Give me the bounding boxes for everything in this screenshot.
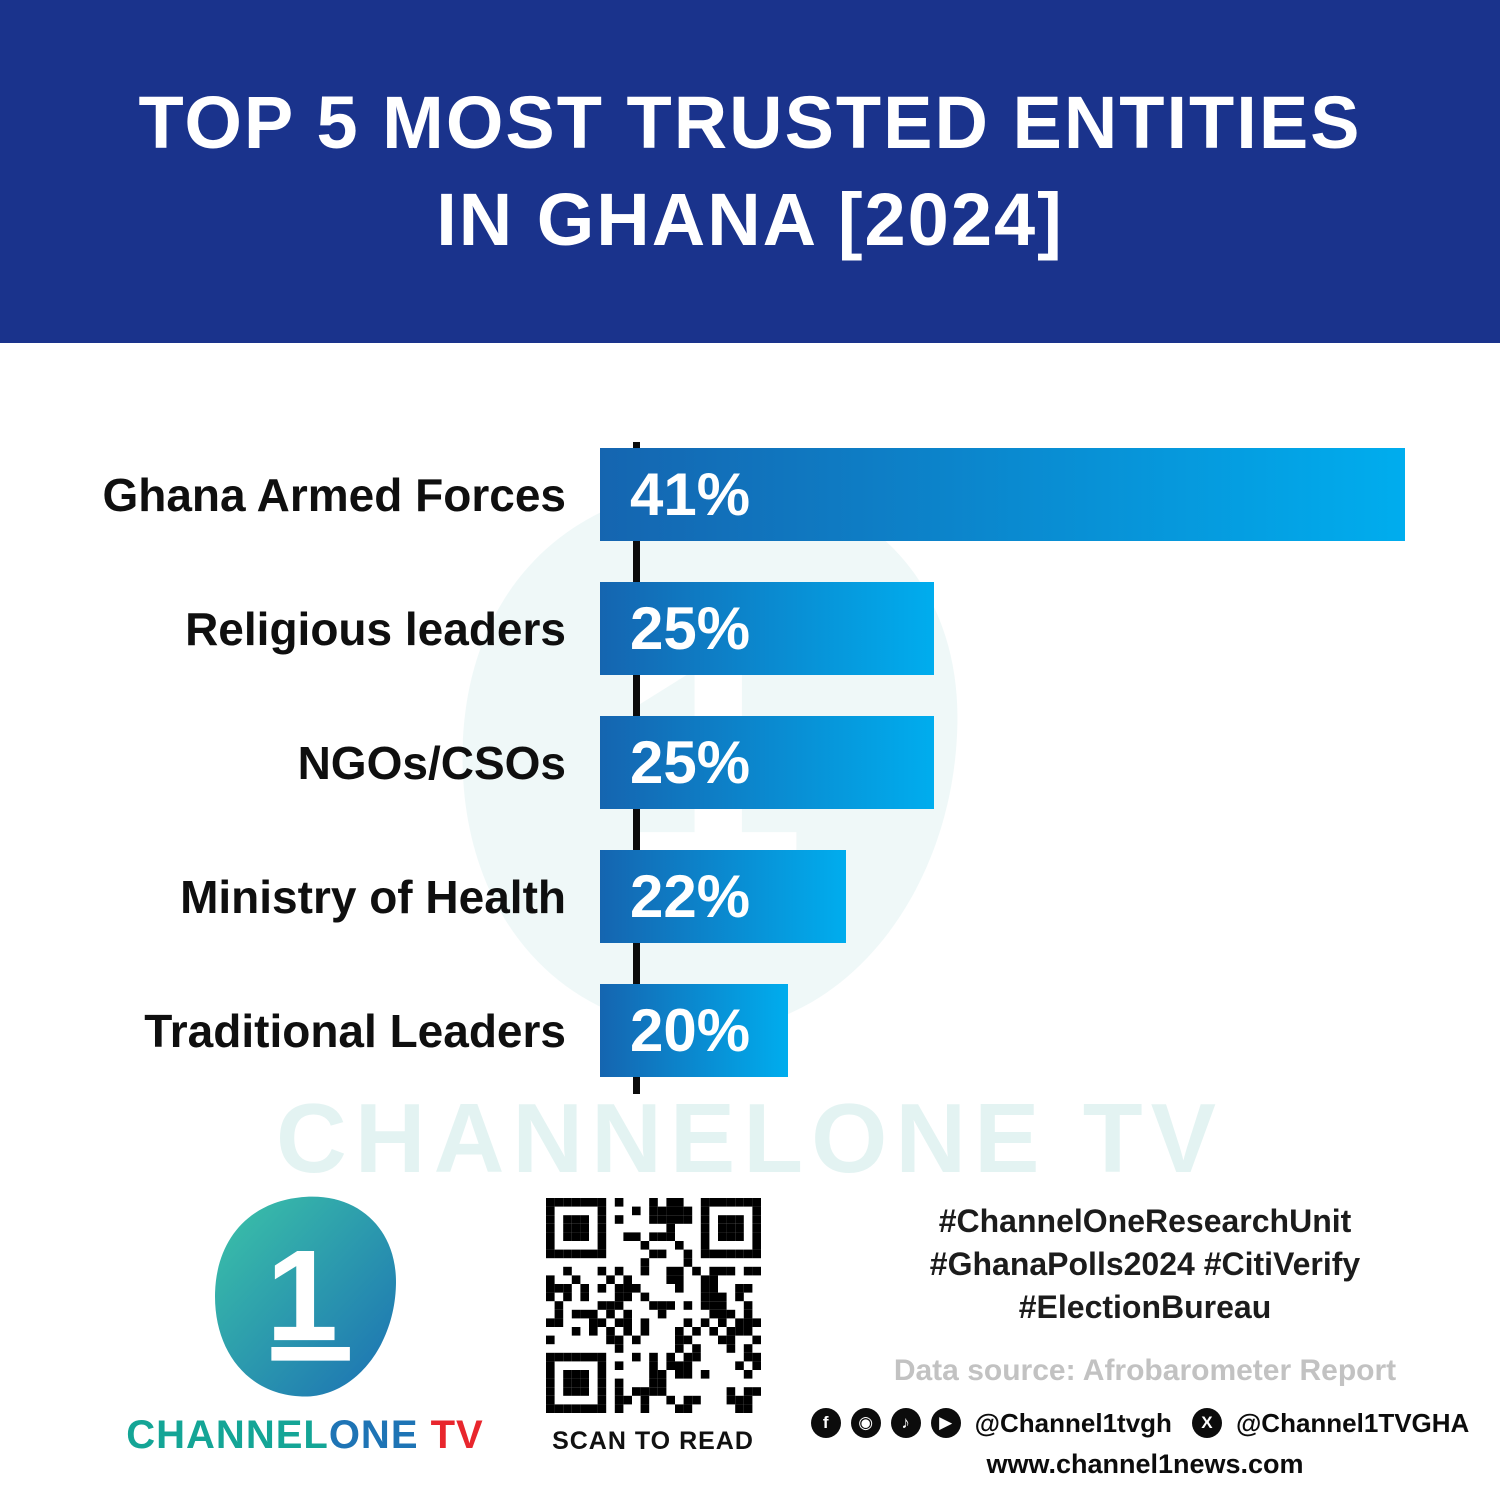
qr-caption: SCAN TO READ: [552, 1427, 754, 1455]
bar-value-label: 20%: [630, 997, 751, 1064]
footer-info-block: #ChannelOneResearchUnit #GhanaPolls2024 …: [810, 1200, 1469, 1480]
qr-block: SCAN TO READ: [543, 1198, 763, 1456]
social-handle-x: @Channel1TVGHA: [1235, 1407, 1470, 1438]
youtube-icon: ▶: [930, 1408, 961, 1439]
bar-track: 20%: [600, 984, 1405, 1077]
wordmark-one: ONE: [328, 1413, 419, 1457]
bar: 22%: [600, 850, 846, 943]
bar-value-label: 41%: [630, 461, 751, 528]
social-handle-main: @Channel1tvgh: [974, 1407, 1172, 1438]
hashtags-line2: #GhanaPolls2024 #CitiVerify: [929, 1246, 1361, 1283]
category-label: NGOs/CSOs: [297, 736, 566, 789]
bar: 41%: [600, 448, 1405, 541]
bar-track: 41%: [600, 448, 1405, 541]
bar: 20%: [600, 984, 788, 1077]
chart-row: Traditional Leaders 20%: [0, 984, 1500, 1077]
bar-value-label: 22%: [630, 863, 751, 930]
bar-value-label: 25%: [630, 595, 751, 662]
logo-one-glyph: 1: [266, 1224, 338, 1368]
instagram-icon: ◉: [850, 1408, 881, 1439]
page-title-line1: TOP 5 MOST TRUSTED ENTITIES: [138, 81, 1362, 165]
bar: 25%: [600, 582, 935, 675]
wordmark-channel: CHANNEL: [126, 1413, 329, 1457]
category-label: Religious leaders: [185, 602, 566, 655]
brand-watermark-text: CHANNELONE TV: [276, 1083, 1224, 1193]
bar-chart: Ghana Armed Forces 41% Religious leaders…: [0, 448, 1500, 1077]
website-url: www.channel1news.com: [986, 1448, 1304, 1479]
category-label: Ghana Armed Forces: [102, 468, 566, 521]
data-source-text: Data source: Afrobarometer Report: [893, 1353, 1397, 1387]
hashtags-line3: #ElectionBureau: [1018, 1289, 1272, 1326]
channel-one-pick-icon: 1: [214, 1196, 396, 1397]
chart-row: Ministry of Health 22%: [0, 850, 1500, 943]
bar-track: 25%: [600, 582, 1405, 675]
hashtags-line1: #ChannelOneResearchUnit: [938, 1203, 1352, 1239]
x-icon: X: [1191, 1408, 1222, 1439]
chart-row: Religious leaders 25%: [0, 582, 1500, 675]
channel-one-logo: 1 CHANNELONE TV: [126, 1190, 483, 1458]
page-title-line2: IN GHANA [2024]: [436, 177, 1064, 261]
bar-track: 25%: [600, 716, 1405, 809]
chart-row: NGOs/CSOs 25%: [0, 716, 1500, 809]
facebook-icon: f: [810, 1408, 841, 1439]
bar-track: 22%: [600, 850, 1405, 943]
header-band: TOP 5 MOST TRUSTED ENTITIES IN GHANA [20…: [0, 0, 1500, 343]
chart-row: Ghana Armed Forces 41%: [0, 448, 1500, 541]
qr-code: [545, 1198, 761, 1413]
bar-value-label: 25%: [630, 729, 751, 796]
channel-one-wordmark: CHANNELONE TV: [126, 1413, 483, 1458]
bar: 25%: [600, 716, 935, 809]
social-row: f ◉ ♪ ▶ @Channel1tvgh X @Channel1TVGHA: [810, 1407, 1469, 1439]
category-label: Ministry of Health: [180, 870, 566, 923]
category-label: Traditional Leaders: [144, 1004, 566, 1057]
tiktok-icon: ♪: [890, 1408, 921, 1439]
wordmark-tv: TV: [418, 1413, 484, 1457]
